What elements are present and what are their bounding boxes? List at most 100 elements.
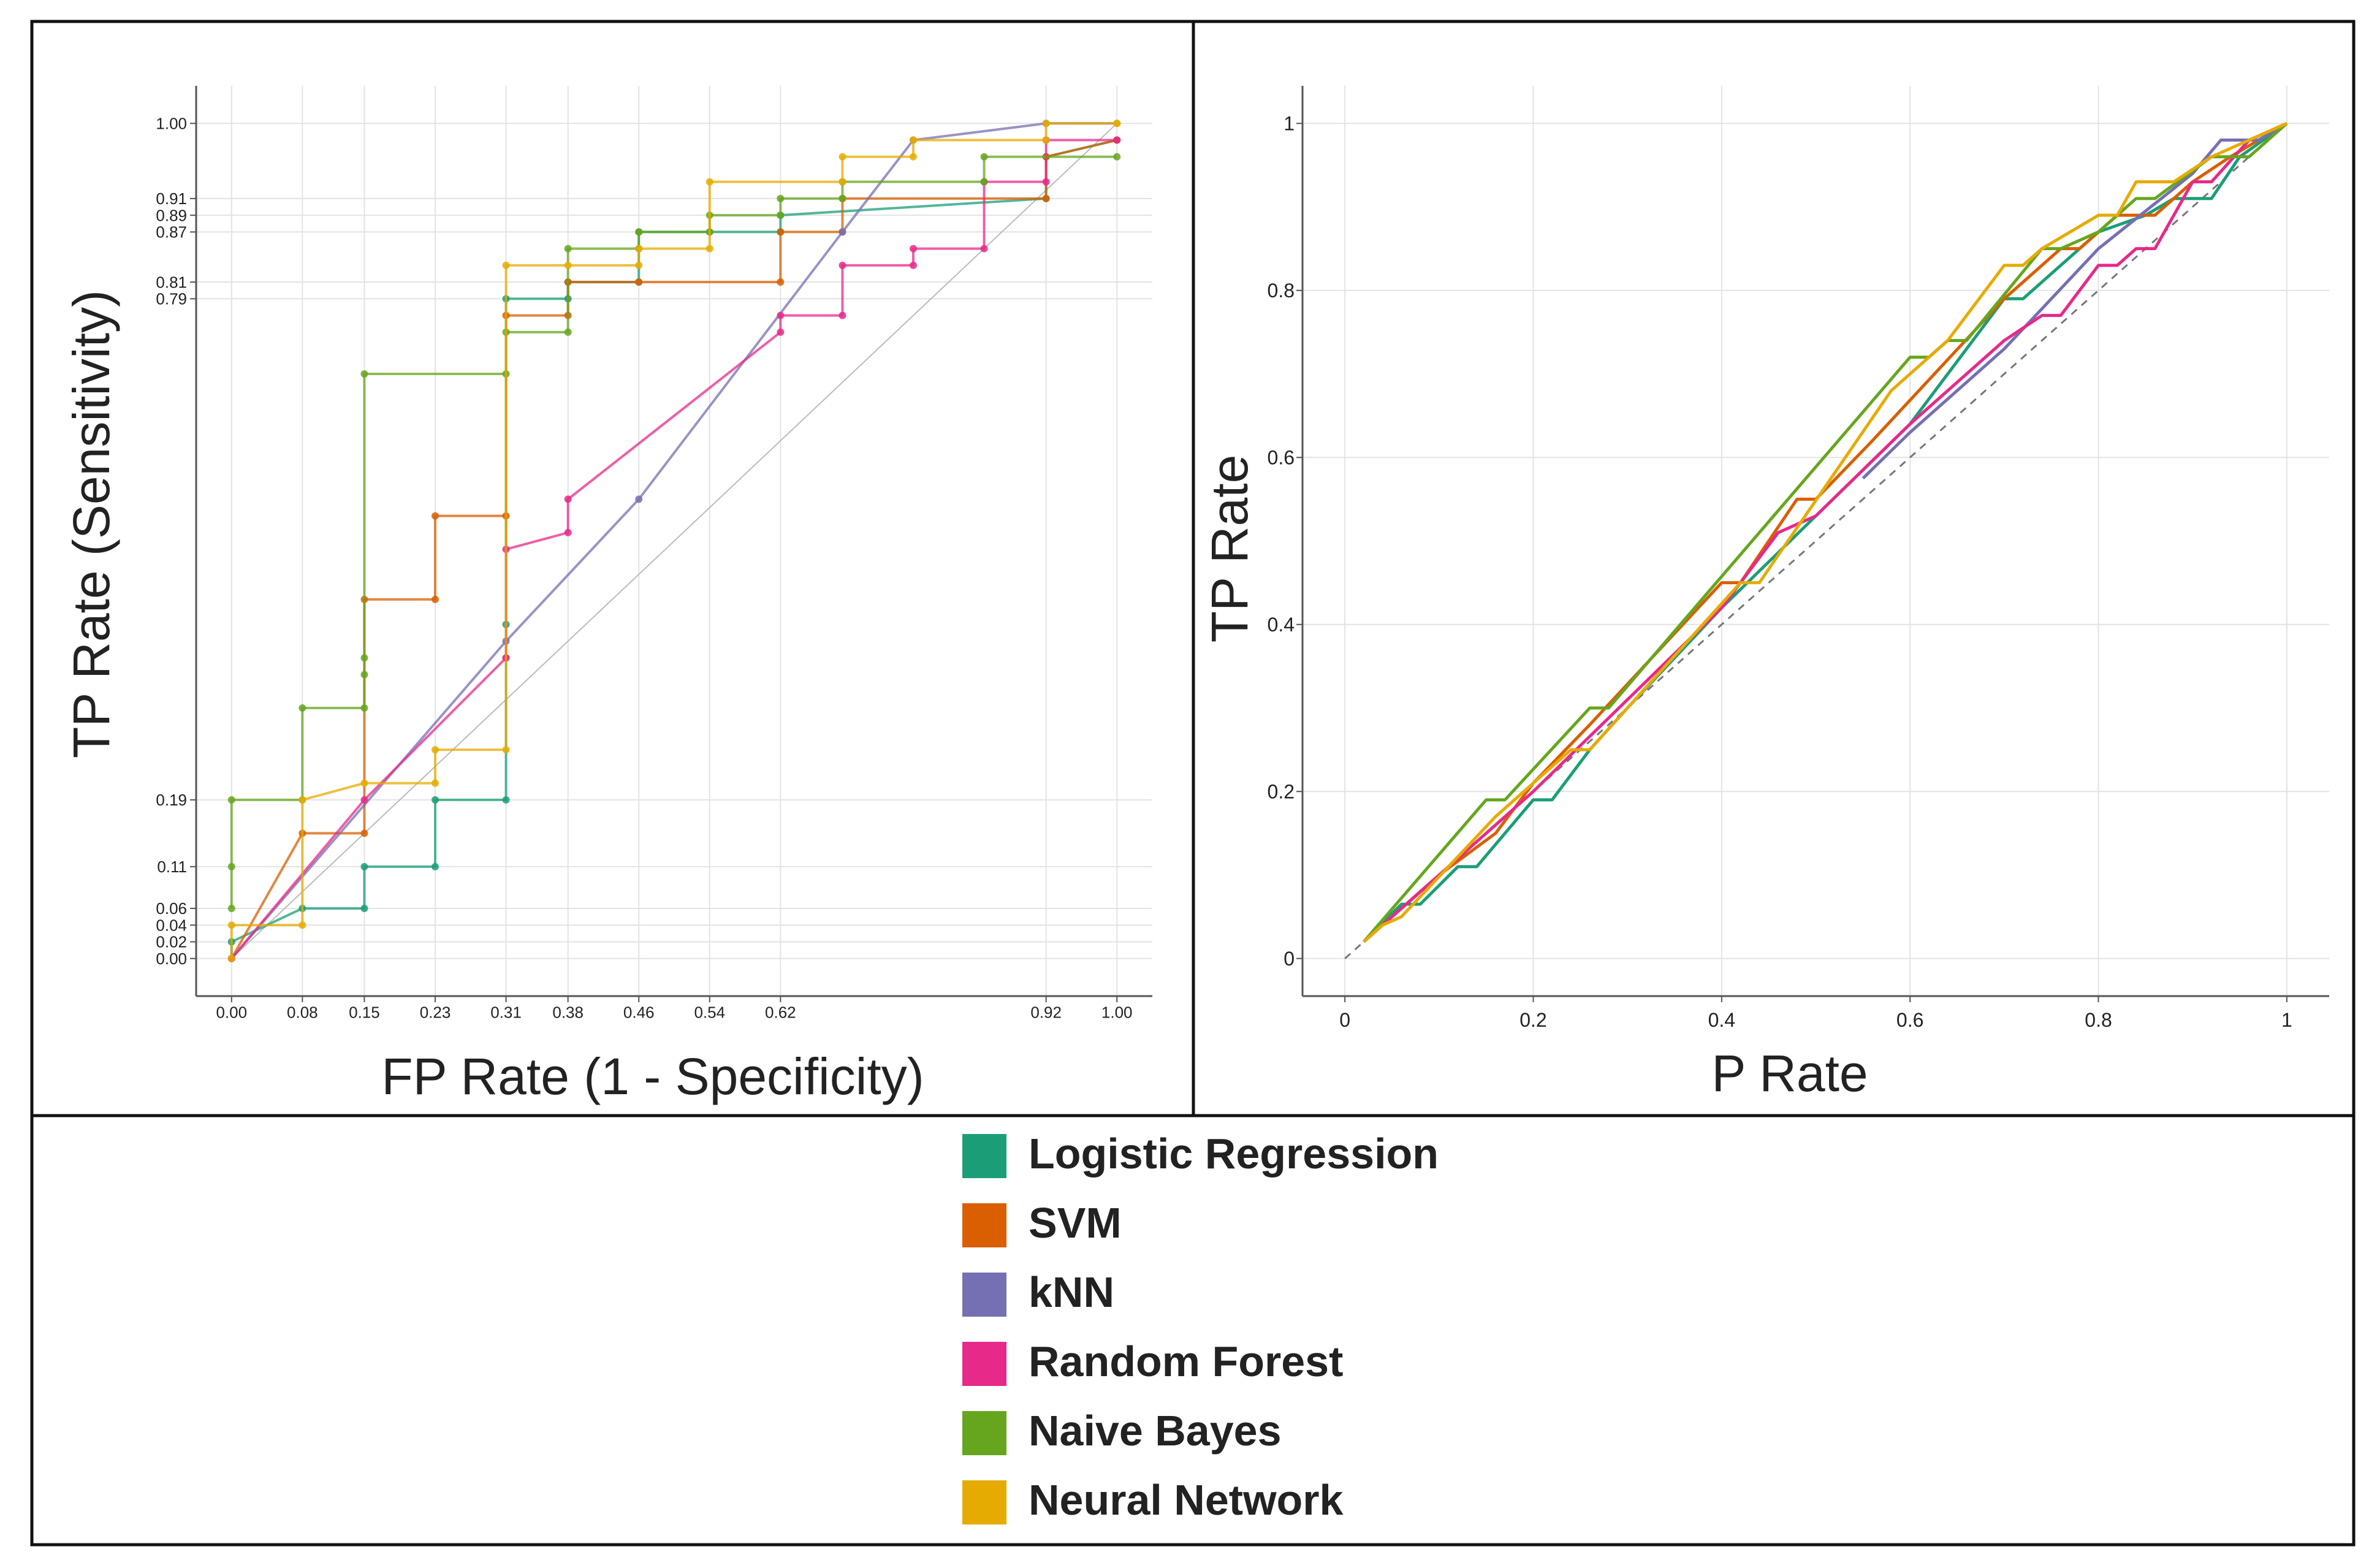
roc-point-neural-network [432,779,439,787]
roc-point-neural-network [1042,136,1050,144]
legend-label: Random Forest [1029,1338,1343,1385]
roc-series [227,120,1121,962]
roc-y-tick-label: 0.19 [156,791,187,809]
lift-y-tick-label: 0.8 [1268,280,1295,302]
lift-y-tick-label: 0.2 [1268,780,1295,802]
roc-diagonal-reference [231,123,1117,959]
lift-y-tick-labels: 0 0.2 0.4 0.6 0.8 1 [1268,113,1295,970]
legend-label: Neural Network [1029,1476,1344,1524]
roc-point-neural-network [360,779,368,787]
roc-point-svm [777,278,785,286]
lift-x-axis-label: P Rate [1711,1045,1868,1102]
roc-point-naive-bayes [839,194,846,202]
roc-point-naive-bayes [564,245,572,253]
roc-y-tick-label: 0.81 [156,273,187,291]
roc-x-tick-label: 1.00 [1101,1003,1133,1021]
lift-series-neural-network [1363,122,2288,943]
roc-point-svm [432,512,439,520]
roc-curve-panel: 0.00 0.08 0.15 0.23 0.31 0.38 0.46 0.54 0.62 0.92… [63,86,1152,1105]
legend: Logistic Regression SVM kNN Random Forest Na… [962,1130,1439,1524]
figure-frame [30,20,2356,1547]
legend-item-logistic-regression: Logistic Regression [962,1130,1439,1178]
roc-point-neural-network [299,796,306,804]
roc-point-svm [432,595,439,603]
legend-label: Naive Bayes [1029,1407,1282,1455]
roc-y-tick-label: 0.00 [156,950,187,968]
roc-axes [190,86,1152,1002]
legend-item-neural-network: Neural Network [962,1476,1344,1524]
roc-point-random-forest [910,245,917,253]
roc-y-tick-labels: 0.000.020.040.06 0.11 0.19 0.790.81 0.870.89… [156,114,187,967]
roc-point-logistic-regression [432,862,439,870]
lift-x-tick-label: 0.2 [1519,1009,1546,1031]
roc-point-neural-network [502,261,510,269]
roc-point-random-forest [564,528,572,536]
roc-point-neural-network [1113,120,1121,127]
roc-point-naive-bayes [227,904,235,912]
roc-y-tick-label: 0.91 [156,189,187,208]
roc-point-knn [635,495,643,503]
lift-axes [1296,86,2329,1002]
roc-point-naive-bayes [227,796,235,804]
roc-point-neural-network [635,261,643,269]
roc-point-neural-network [564,261,572,269]
roc-x-tick-label: 0.54 [694,1003,725,1021]
roc-y-tick-label: 0.79 [156,290,187,308]
roc-point-random-forest [777,328,785,336]
roc-x-tick-labels: 0.00 0.08 0.15 0.23 0.31 0.38 0.46 0.54 0.62 0.92… [216,1003,1132,1021]
lift-x-tick-label: 0 [1339,1009,1350,1031]
roc-point-naive-bayes [299,704,306,712]
roc-point-neural-network [432,746,439,754]
roc-point-svm [360,829,368,837]
roc-x-tick-label: 0.23 [420,1003,451,1021]
roc-x-tick-label: 0.38 [552,1003,584,1021]
roc-point-naive-bayes [1113,153,1121,161]
legend-item-random-forest: Random Forest [962,1338,1343,1386]
legend-label: Logistic Regression [1029,1130,1439,1178]
lift-x-tick-label: 0.4 [1708,1009,1735,1031]
roc-series-neural-network [227,120,1121,962]
roc-point-naive-bayes [777,194,785,202]
roc-point-svm [1042,194,1050,202]
roc-point-neural-network [839,178,846,186]
roc-point-random-forest [564,495,572,503]
lift-gridlines [1303,86,2329,996]
roc-point-svm [635,278,643,286]
roc-point-naive-bayes [360,704,368,712]
roc-point-random-forest [839,261,846,269]
legend-swatch [962,1203,1006,1247]
roc-point-random-forest [980,245,988,253]
roc-y-tick-label: 0.02 [156,933,187,951]
lift-x-tick-label: 0.8 [2085,1009,2112,1031]
roc-point-neural-network [705,245,713,253]
roc-point-neural-network [227,954,235,962]
roc-x-tick-label: 0.15 [349,1003,380,1021]
roc-point-logistic-regression [432,796,439,804]
roc-point-naive-bayes [980,178,988,186]
roc-point-naive-bayes [227,862,235,870]
roc-point-neural-network [705,178,713,186]
roc-point-neural-network [635,245,643,253]
roc-y-tick-label: 0.11 [157,858,187,876]
legend-swatch [962,1411,1006,1455]
roc-point-logistic-regression [360,904,368,912]
roc-y-tick-label: 1.00 [156,114,187,132]
roc-point-random-forest [360,796,368,804]
lift-curve-panel: 0 0.2 0.4 0.6 0.8 1 0 0.2 0.4 0.6 0.8 1 P Rate TP … [1201,86,2329,1102]
legend-item-knn: kNN [962,1268,1114,1317]
roc-x-tick-label: 0.46 [623,1003,655,1021]
legend-label: SVM [1029,1199,1122,1247]
lift-series-random-forest [1363,122,2288,943]
roc-y-tick-label: 0.06 [156,899,187,918]
roc-x-tick-label: 0.00 [216,1003,247,1021]
roc-point-neural-network [227,921,235,929]
roc-point-neural-network [839,153,846,161]
lift-line-random-forest [1363,122,2288,943]
roc-x-tick-label: 0.92 [1030,1003,1062,1021]
roc-x-tick-label: 0.08 [287,1003,318,1021]
legend-item-svm: SVM [962,1199,1122,1247]
roc-point-svm [777,228,785,236]
roc-x-axis-label: FP Rate (1 - Specificity) [381,1048,924,1105]
roc-point-neural-network [502,746,510,754]
lift-y-axis-label: TP Rate [1201,455,1258,643]
